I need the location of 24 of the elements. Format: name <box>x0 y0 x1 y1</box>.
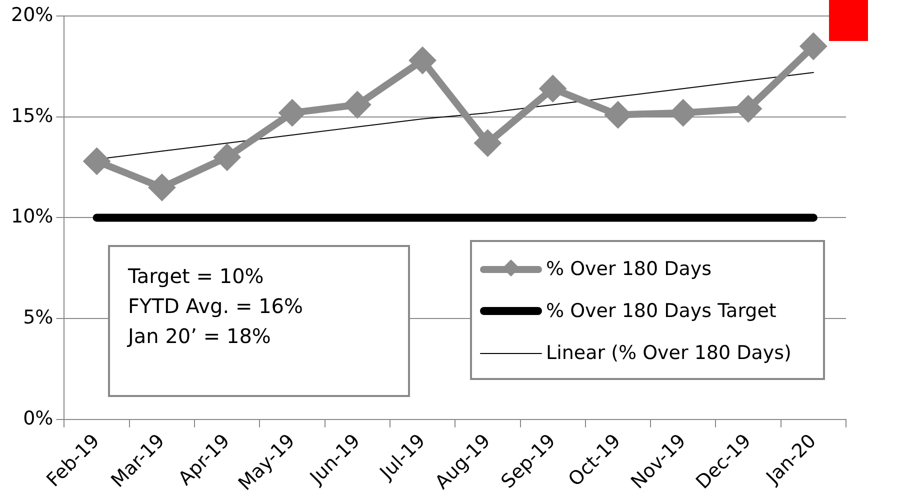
point <box>605 102 630 128</box>
note-box: Target = 10% FYTD Avg. = 16% Jan 20’ = 18% <box>108 245 410 397</box>
annotation: Target = 10% <box>128 263 265 290</box>
legend-label: % Over 180 Days Target <box>546 300 776 322</box>
point <box>280 100 305 126</box>
point <box>214 144 240 170</box>
point <box>344 92 370 118</box>
point <box>84 148 110 174</box>
point <box>149 174 174 200</box>
point <box>736 96 761 122</box>
legend-label: Linear (% Over 180 Days) <box>546 342 792 364</box>
point <box>800 34 826 59</box>
point <box>670 100 696 126</box>
point <box>540 76 566 102</box>
legend-label: % Over 180 Days <box>546 258 712 280</box>
annotation: Jan 20’ = 18% <box>128 323 272 350</box>
y-tick-label: 5% <box>23 306 54 328</box>
point <box>475 130 500 156</box>
y-tick-label: 20% <box>10 4 54 26</box>
point <box>410 48 436 73</box>
y-tick-label: 10% <box>10 206 54 228</box>
annotation: FYTD Avg. = 16% <box>128 293 304 320</box>
y-tick-label: 15% <box>10 104 54 127</box>
y-tick-label: 0% <box>23 407 54 430</box>
